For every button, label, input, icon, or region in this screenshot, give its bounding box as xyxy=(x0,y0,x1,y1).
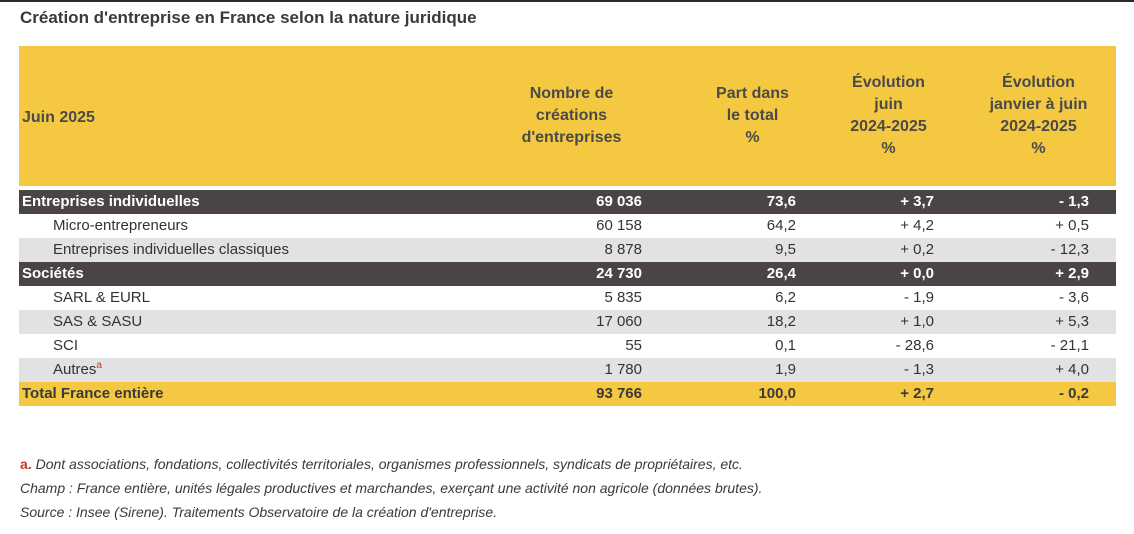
row-label: Autresa xyxy=(53,360,102,379)
row-label: Entreprises individuelles xyxy=(22,193,200,210)
header-share: Part dans le total % xyxy=(716,85,789,146)
cell-share: 0,1 xyxy=(775,337,796,354)
cell-evolution-june: + 2,7 xyxy=(900,385,934,402)
cell-evolution-jan-june: - 21,1 xyxy=(1050,337,1089,354)
cell-share: 6,2 xyxy=(775,289,796,306)
cell-count: 55 xyxy=(625,337,642,354)
cell-evolution-jan-june: + 2,9 xyxy=(1055,265,1089,282)
cell-evolution-june: + 0,2 xyxy=(900,241,934,258)
table-row: Micro-entrepreneurs 60 158 64,2 + 4,2 + … xyxy=(19,214,1116,238)
cell-evolution-june: + 0,0 xyxy=(900,265,934,282)
cell-evolution-jan-june: + 0,5 xyxy=(1055,217,1089,234)
total-row: Total France entière 93 766 100,0 + 2,7 … xyxy=(19,382,1116,406)
header-evolution-jan-june: Évolution janvier à juin 2024-2025 % xyxy=(989,74,1088,157)
cell-evolution-jan-june: - 12,3 xyxy=(1050,241,1089,258)
row-label: SCI xyxy=(53,337,79,354)
table-header-row: Juin 2025 Nombre de créations d'entrepri… xyxy=(19,46,1116,186)
cell-evolution-june: + 4,2 xyxy=(900,217,934,234)
cell-evolution-jan-june: + 5,3 xyxy=(1055,313,1089,330)
cell-share: 26,4 xyxy=(766,265,796,282)
cell-count: 8 878 xyxy=(604,241,642,258)
data-table: Juin 2025 Nombre de créations d'entrepri… xyxy=(19,46,1116,406)
table-row: Entreprises individuelles 69 036 73,6 + … xyxy=(19,190,1116,214)
top-rule xyxy=(0,0,1134,2)
cell-evolution-jan-june: - 3,6 xyxy=(1058,289,1089,306)
scope-note: Champ : France entière, unités légales p… xyxy=(20,480,763,496)
cell-evolution-jan-june: + 4,0 xyxy=(1055,361,1089,378)
cell-share: 64,2 xyxy=(766,217,796,234)
cell-evolution-june: + 1,0 xyxy=(900,313,934,330)
cell-count: 5 835 xyxy=(604,289,642,306)
table-notes: a. Dont associations, fondations, collec… xyxy=(20,452,762,524)
footnote-a: a. Dont associations, fondations, collec… xyxy=(20,456,743,472)
row-label: SAS & SASU xyxy=(53,313,143,330)
cell-count: 24 730 xyxy=(596,265,642,282)
cell-evolution-june: - 1,3 xyxy=(903,361,934,378)
table-row: Sociétés 24 730 26,4 + 0,0 + 2,9 xyxy=(19,262,1116,286)
cell-count: 1 780 xyxy=(604,361,642,378)
header-count: Nombre de créations d'entreprises xyxy=(521,85,622,146)
cell-share: 18,2 xyxy=(766,313,796,330)
header-evolution-june: Évolution juin 2024-2025 % xyxy=(850,74,927,157)
footnote-marker: a xyxy=(96,360,102,371)
header-period: Juin 2025 xyxy=(22,109,95,126)
table-row: SARL & EURL 5 835 6,2 - 1,9 - 3,6 xyxy=(19,286,1116,310)
cell-count: 60 158 xyxy=(596,217,642,234)
table-row: SAS & SASU 17 060 18,2 + 1,0 + 5,3 xyxy=(19,310,1116,334)
cell-share: 73,6 xyxy=(766,193,796,210)
row-label: Entreprises individuelles classiques xyxy=(53,241,289,258)
table-title: Création d'entreprise en France selon la… xyxy=(20,8,477,27)
cell-evolution-jan-june: - 1,3 xyxy=(1058,193,1089,210)
cell-evolution-jan-june: - 0,2 xyxy=(1058,385,1089,402)
cell-evolution-june: + 3,7 xyxy=(900,193,934,210)
cell-count: 17 060 xyxy=(596,313,642,330)
source-note: Source : Insee (Sirene). Traitements Obs… xyxy=(20,504,498,520)
table-row: SCI 55 0,1 - 28,6 - 21,1 xyxy=(19,334,1116,358)
row-label: SARL & EURL xyxy=(53,289,150,306)
row-label: Sociétés xyxy=(22,265,84,282)
cell-share: 9,5 xyxy=(775,241,796,258)
table-row: Entreprises individuelles classiques 8 8… xyxy=(19,238,1116,262)
cell-evolution-june: - 1,9 xyxy=(903,289,934,306)
row-label: Micro-entrepreneurs xyxy=(53,217,189,234)
cell-count: 93 766 xyxy=(596,385,642,402)
row-label: Total France entière xyxy=(22,385,164,402)
cell-share: 100,0 xyxy=(758,385,796,402)
cell-count: 69 036 xyxy=(596,193,642,210)
table-row: Autresa 1 780 1,9 - 1,3 + 4,0 xyxy=(19,358,1116,382)
cell-share: 1,9 xyxy=(775,361,796,378)
cell-evolution-june: - 28,6 xyxy=(895,337,934,354)
